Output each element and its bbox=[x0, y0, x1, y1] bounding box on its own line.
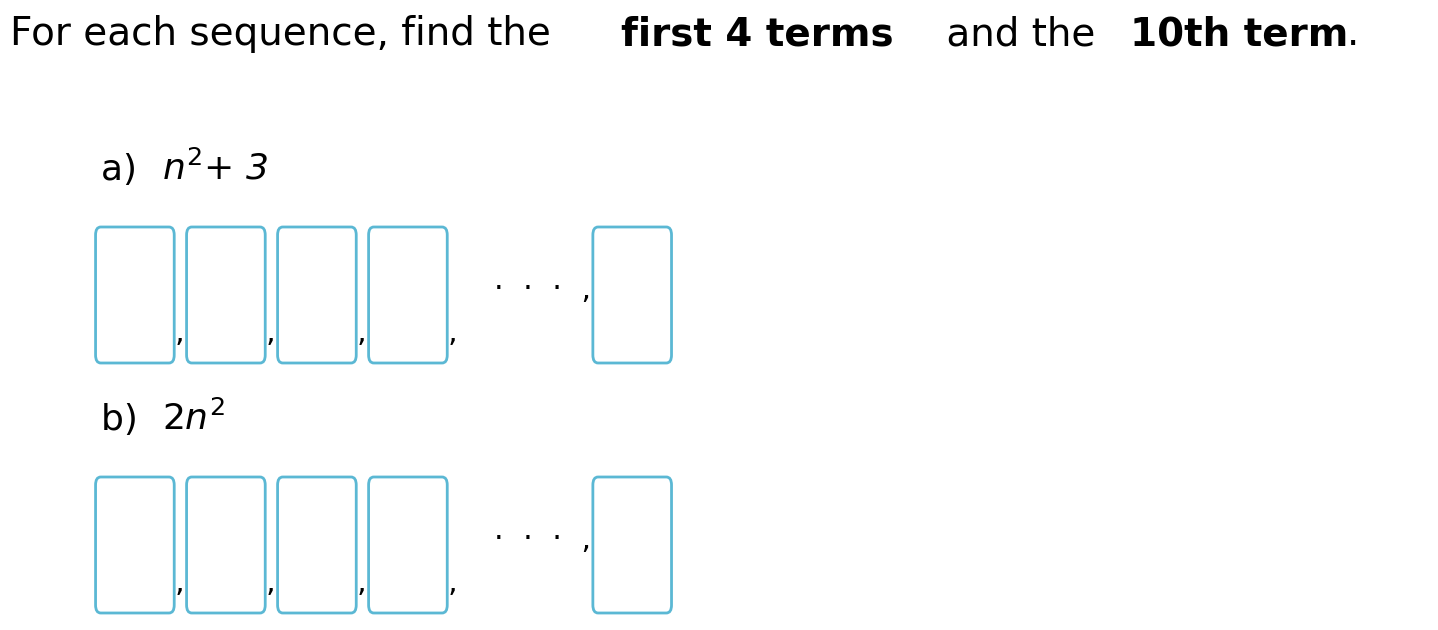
FancyBboxPatch shape bbox=[95, 227, 174, 363]
FancyBboxPatch shape bbox=[187, 227, 265, 363]
FancyBboxPatch shape bbox=[95, 477, 174, 613]
Text: b): b) bbox=[101, 403, 150, 437]
FancyBboxPatch shape bbox=[278, 227, 357, 363]
Text: ,: , bbox=[447, 318, 457, 347]
Text: $2n^2$: $2n^2$ bbox=[161, 401, 224, 437]
Text: ,: , bbox=[266, 568, 276, 597]
Text: ,: , bbox=[266, 318, 276, 347]
Text: ,: , bbox=[357, 318, 367, 347]
FancyBboxPatch shape bbox=[278, 477, 357, 613]
Text: ,: , bbox=[447, 568, 457, 597]
FancyBboxPatch shape bbox=[592, 477, 672, 613]
Text: 10th term: 10th term bbox=[1130, 15, 1349, 53]
FancyBboxPatch shape bbox=[187, 477, 265, 613]
Text: ·  ·  ·  ,: · · · , bbox=[495, 275, 591, 304]
FancyBboxPatch shape bbox=[368, 477, 447, 613]
FancyBboxPatch shape bbox=[592, 227, 672, 363]
Text: $n^2$+ 3: $n^2$+ 3 bbox=[161, 151, 267, 187]
Text: and the: and the bbox=[933, 15, 1107, 53]
Text: ·  ·  ·  ,: · · · , bbox=[495, 525, 591, 554]
Text: ,: , bbox=[175, 318, 184, 347]
Text: For each sequence, find the: For each sequence, find the bbox=[10, 15, 564, 53]
Text: ,: , bbox=[175, 568, 184, 597]
Text: first 4 terms: first 4 terms bbox=[621, 15, 894, 53]
Text: ,: , bbox=[357, 568, 367, 597]
Text: .: . bbox=[1346, 15, 1359, 53]
FancyBboxPatch shape bbox=[368, 227, 447, 363]
Text: a): a) bbox=[101, 153, 148, 187]
